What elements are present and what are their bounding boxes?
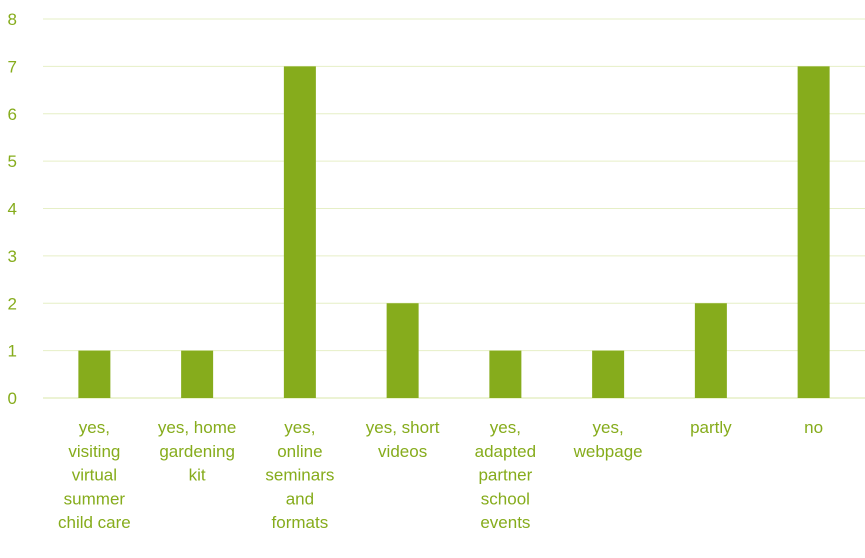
y-tick-label: 0 [8,389,17,408]
y-tick-label: 7 [8,57,17,76]
x-category-label: yes, home gardening kit [158,418,236,485]
bar-5 [489,350,522,398]
bar-1 [78,350,111,398]
x-category-label: yes, webpage [573,418,643,461]
y-axis-tick-labels: 0 1 2 3 4 5 6 7 8 [8,10,17,408]
x-category-label: yes, short videos [366,418,440,461]
y-tick-label: 6 [8,105,17,124]
y-tick-label: 3 [8,247,17,266]
bar-7 [694,303,727,398]
x-category-label: yes, visiting virtual summer child care [58,418,131,532]
y-tick-label: 4 [8,200,17,219]
bars [78,66,830,398]
bar-3 [283,66,316,398]
y-tick-label: 2 [8,294,17,313]
y-tick-label: 5 [8,152,17,171]
x-category-label: partly [690,418,732,437]
y-tick-label: 8 [8,10,17,29]
gridlines [43,18,865,399]
x-category-label: no [804,418,823,437]
x-category-label: yes, adapted partner school events [475,418,536,532]
y-tick-label: 1 [8,342,17,361]
x-axis-category-labels: yes, visiting virtual summer child care yes, … [58,418,823,532]
bar-6 [592,350,625,398]
bar-4 [386,303,419,398]
bar-8 [797,66,830,398]
bar-2 [181,350,214,398]
x-category-label: yes, online seminars and formats [265,418,334,532]
